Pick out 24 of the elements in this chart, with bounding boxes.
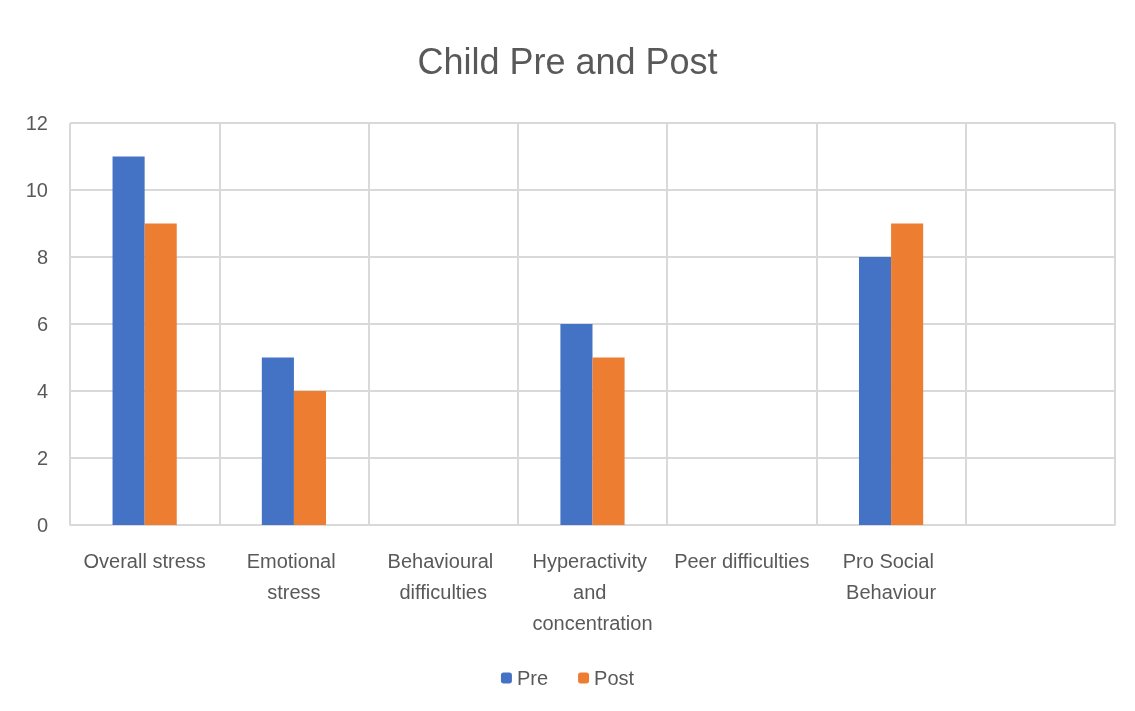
bar <box>592 357 625 525</box>
y-tick-label: 6 <box>36 313 48 335</box>
x-tick-label: Behavioural difficulties <box>387 549 499 603</box>
x-tick-label: Emotional stress <box>246 549 342 603</box>
bar <box>891 223 924 525</box>
y-tick-label: 4 <box>36 380 48 402</box>
x-tick-label: Hyperactivity and concentration <box>532 549 653 634</box>
bar <box>560 324 593 525</box>
y-tick-label: 8 <box>36 246 48 268</box>
y-tick-label: 2 <box>36 447 48 469</box>
y-tick-label: 0 <box>36 514 48 536</box>
legend-label: Pre <box>516 667 549 689</box>
bar <box>293 391 327 525</box>
x-tick-label: Pro Social Behaviour <box>842 549 940 603</box>
bar <box>144 223 177 525</box>
legend-label: Post <box>594 667 635 689</box>
x-tick-label: Overall stress <box>83 549 206 572</box>
y-tick-label: 10 <box>25 179 48 201</box>
x-tick-label: Peer difficulties <box>674 549 810 572</box>
bar <box>112 156 145 525</box>
bar <box>261 357 294 525</box>
y-tick-label: 12 <box>25 112 48 134</box>
chart-title: Child Pre and Post <box>417 40 718 82</box>
bar <box>858 257 892 525</box>
